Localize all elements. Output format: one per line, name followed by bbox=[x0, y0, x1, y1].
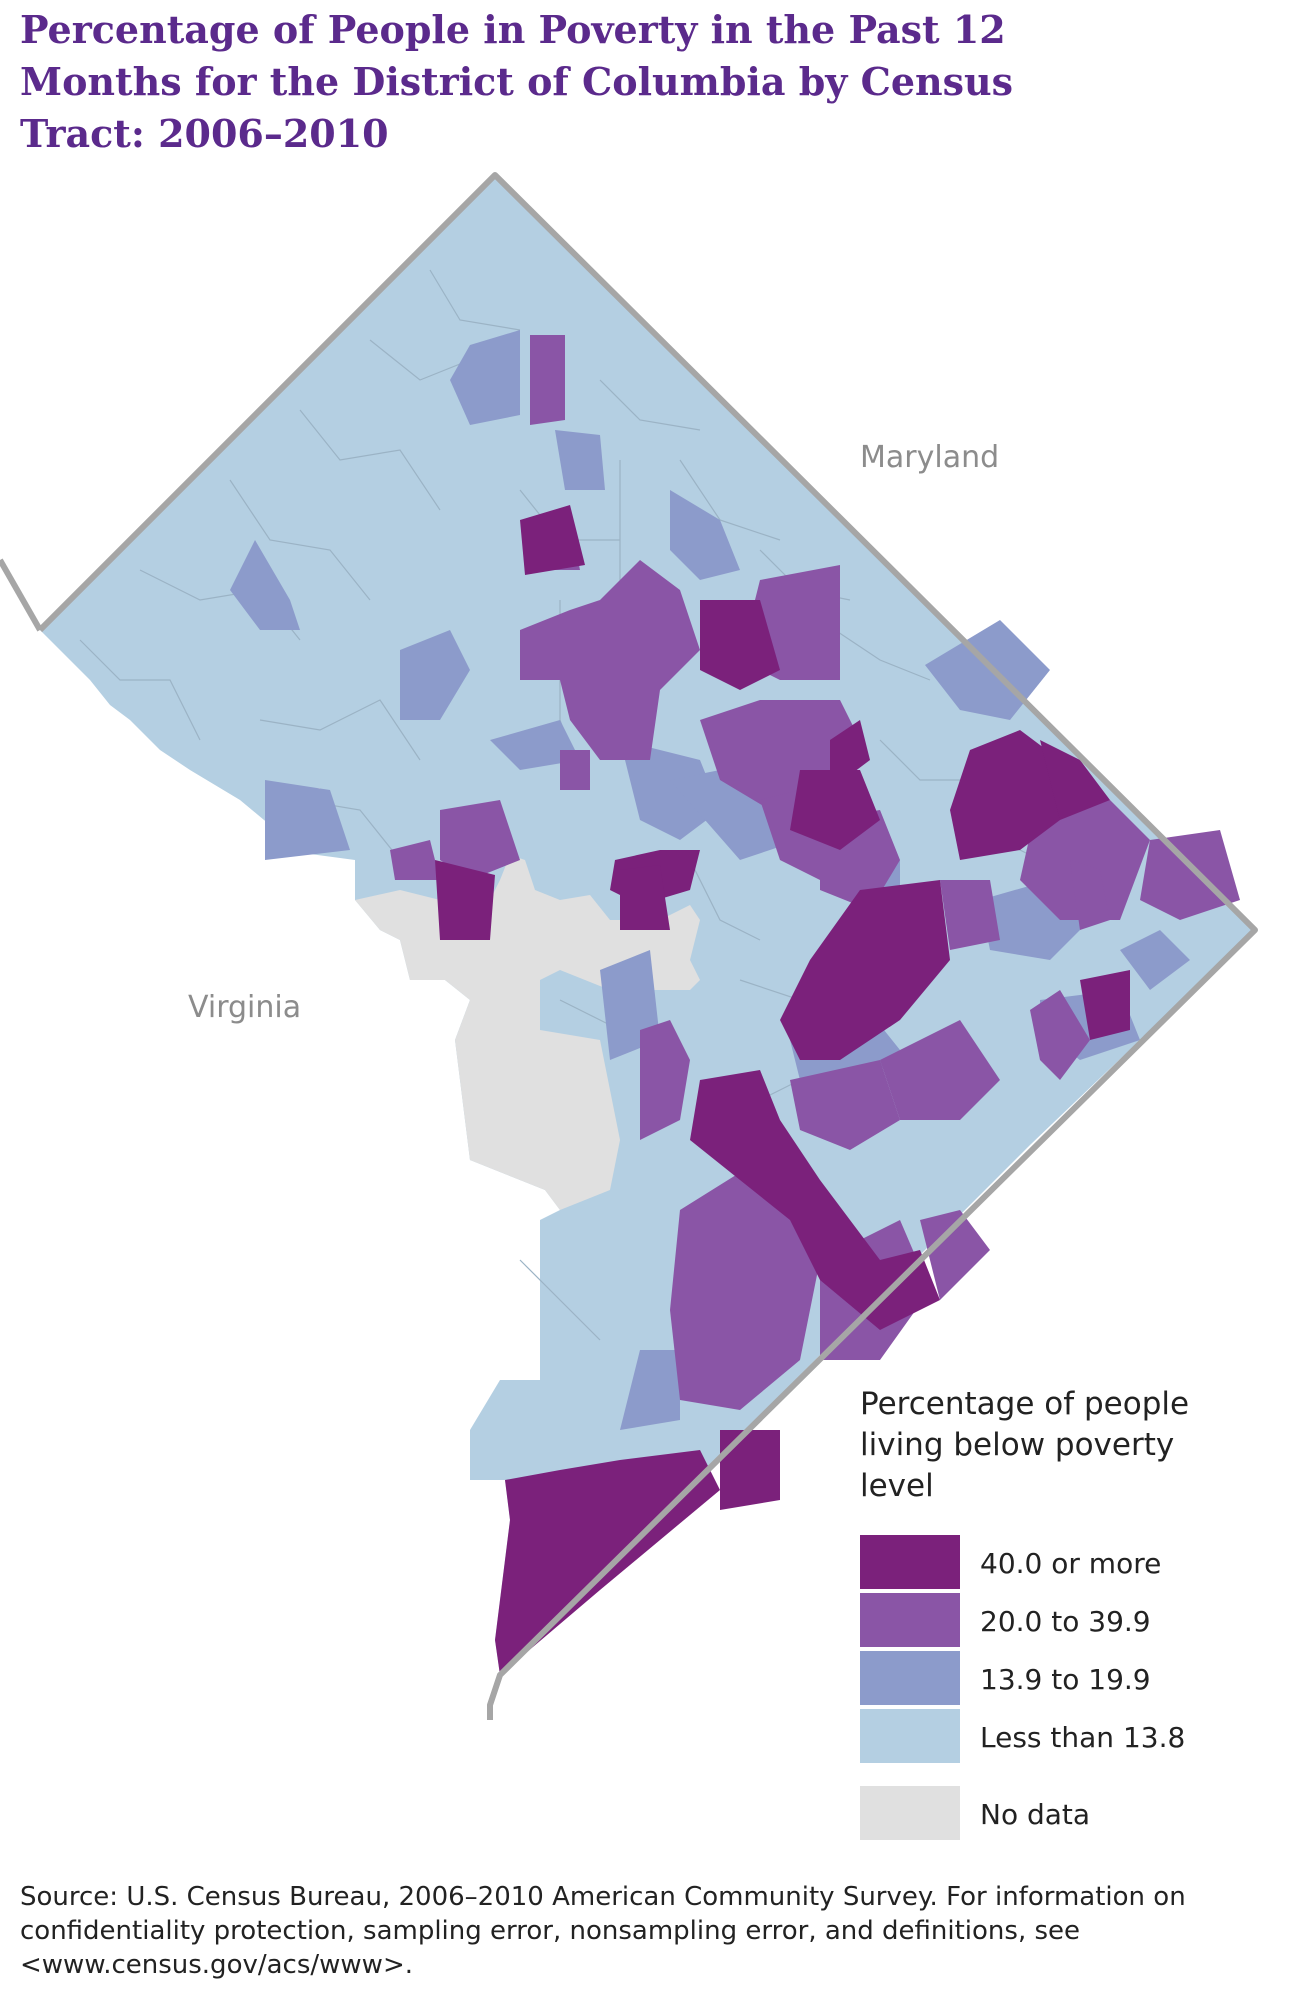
map-svg bbox=[0, 172, 1258, 1720]
legend-item-40-or-more: 40.0 or more bbox=[860, 1535, 1280, 1589]
legend-item-20-to-39: 20.0 to 39.9 bbox=[860, 1593, 1280, 1647]
legend-swatch bbox=[860, 1786, 960, 1840]
legend-item-13-to-19: 13.9 to 19.9 bbox=[860, 1651, 1280, 1705]
district-border bbox=[37, 172, 1258, 1720]
legend-swatch bbox=[860, 1709, 960, 1763]
poverty-map bbox=[0, 160, 1296, 1720]
legend-item-less-than-13: Less than 13.8 bbox=[860, 1709, 1280, 1763]
tracts-very-high bbox=[435, 505, 1130, 1675]
border-stub-left bbox=[0, 558, 43, 632]
legend-swatch bbox=[860, 1535, 960, 1589]
legend-label: Less than 13.8 bbox=[980, 1721, 1186, 1754]
tracts-high bbox=[390, 335, 1240, 1410]
maryland-label: Maryland bbox=[860, 440, 1000, 475]
page-title: Percentage of People in Poverty in the P… bbox=[20, 7, 1014, 156]
source-note: Source: U.S. Census Bureau, 2006–2010 Am… bbox=[20, 1882, 1186, 1980]
legend-title: Percentage of people living below povert… bbox=[860, 1386, 1190, 1504]
legend-label: 13.9 to 19.9 bbox=[980, 1663, 1151, 1696]
legend-label: 20.0 to 39.9 bbox=[980, 1605, 1151, 1638]
legend-label: No data bbox=[980, 1798, 1091, 1831]
legend-label: 40.0 or more bbox=[980, 1547, 1162, 1580]
virginia-label: Virginia bbox=[188, 990, 302, 1025]
legend-swatch bbox=[860, 1593, 960, 1647]
legend-item-no-data: No data bbox=[860, 1786, 1280, 1840]
tract-no-data-park bbox=[355, 855, 700, 1210]
legend-swatch bbox=[860, 1651, 960, 1705]
